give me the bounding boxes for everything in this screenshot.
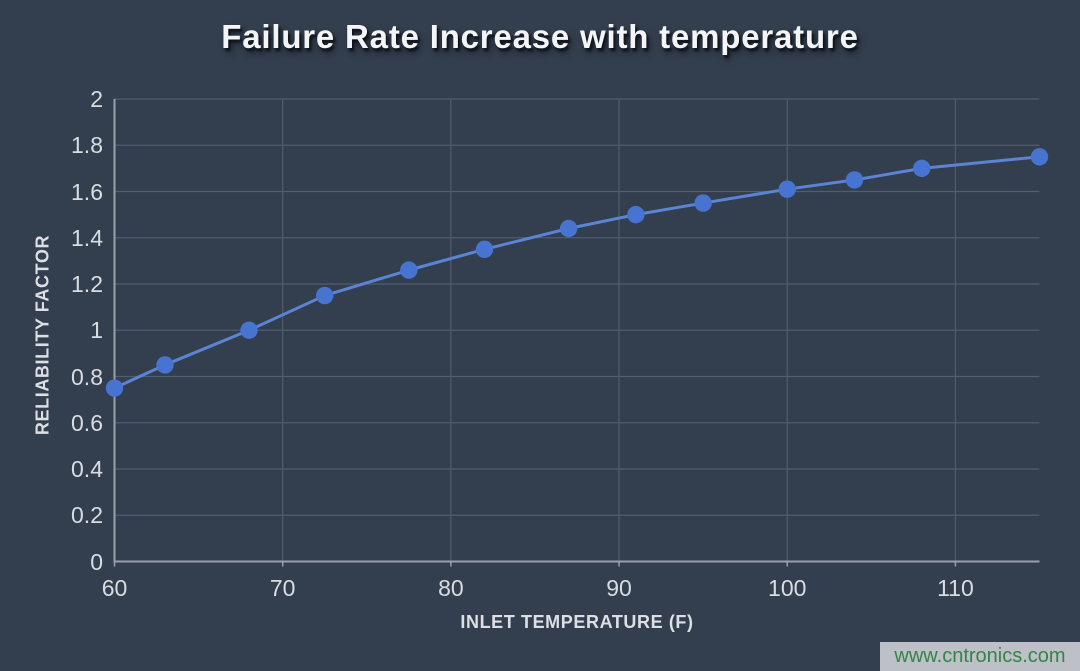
y-tick-label: 2	[90, 86, 103, 112]
y-tick-label: 0.6	[71, 409, 103, 436]
y-tick-label: 1.8	[71, 132, 103, 159]
x-tick-label: 90	[606, 575, 632, 601]
x-tick-label: 110	[937, 575, 974, 601]
y-tick-label: 1.6	[71, 178, 103, 205]
y-tick-label: 1	[90, 317, 103, 344]
x-axis-title: INLET TEMPERATURE (F)	[460, 612, 694, 632]
data-point	[845, 171, 864, 189]
x-tick-label: 70	[269, 575, 296, 601]
data-point	[316, 286, 334, 305]
y-tick-label: 1.2	[71, 271, 103, 297]
data-point	[475, 240, 494, 259]
chart-title: Failure Rate Increase with temperature	[221, 18, 859, 55]
y-tick-label: 0.8	[71, 363, 103, 390]
y-tick-label: 0	[90, 548, 103, 575]
y-tick-label: 0.4	[71, 456, 103, 482]
x-tick-label: 80	[438, 575, 464, 601]
data-point	[156, 356, 174, 374]
data-point	[240, 321, 258, 339]
data-point	[1030, 148, 1049, 166]
data-point	[400, 261, 418, 279]
y-tick-label: 1.4	[71, 224, 103, 251]
watermark: www.cntronics.com	[880, 642, 1080, 671]
x-tick-label: 60	[101, 575, 128, 601]
y-tick-label: 0.2	[71, 502, 103, 529]
y-axis-title: RELIABILITY FACTOR	[32, 234, 53, 436]
data-point	[778, 180, 796, 198]
data-point	[105, 379, 124, 397]
watermark-text: www.cntronics.com	[894, 645, 1066, 667]
data-point	[694, 194, 712, 212]
data-point	[627, 205, 645, 224]
data-point	[913, 159, 931, 178]
x-tick-label: 100	[768, 575, 807, 601]
data-point	[559, 219, 578, 238]
